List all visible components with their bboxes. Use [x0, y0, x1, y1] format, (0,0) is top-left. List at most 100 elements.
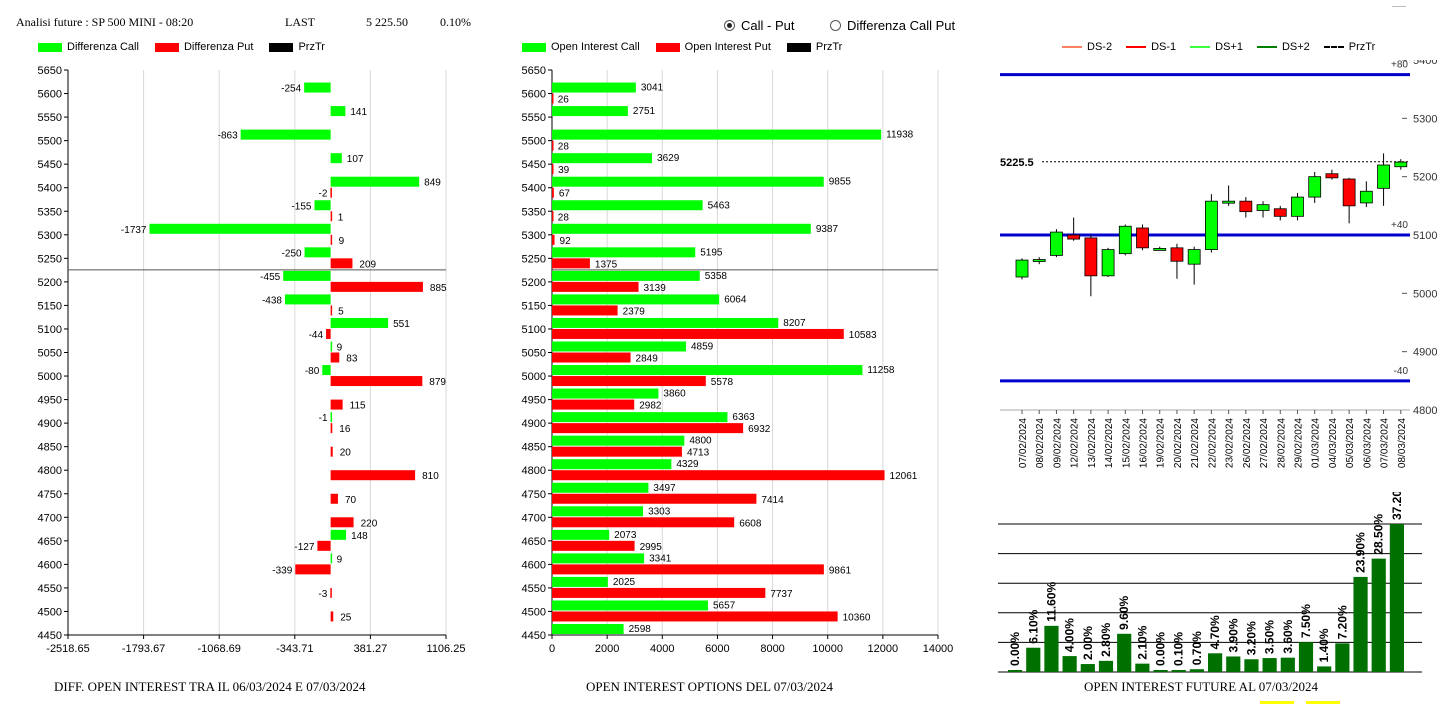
y-tick-label: 4750 — [38, 489, 62, 501]
call-diff-bar — [149, 223, 331, 234]
future-oi-bar — [1098, 660, 1114, 672]
legend-item-call: Open Interest Call — [522, 41, 640, 53]
candle-body — [1170, 247, 1184, 262]
y-tick-label: 5350 — [38, 206, 62, 218]
put-oi-bar — [552, 187, 554, 198]
future-oi-bar — [1353, 576, 1368, 672]
future-oi-bar — [1371, 558, 1386, 672]
legend-item-prz: PrzTr — [269, 41, 325, 53]
candle-body — [1273, 208, 1287, 217]
y-tick-label: 4900 — [522, 418, 546, 430]
put-oi-label: 9861 — [829, 565, 852, 576]
call-oi-bar — [552, 223, 811, 234]
put-oi-bar — [552, 587, 766, 598]
future-oi-bar — [1062, 656, 1077, 672]
call-diff-bar — [330, 176, 420, 187]
put-diff-bar — [330, 611, 334, 622]
put-oi-bar — [552, 493, 757, 504]
x-date-label: 15/02/2024 — [1121, 418, 1132, 468]
future-oi-label: 28.50% — [1372, 514, 1386, 555]
call-oi-label: 3497 — [653, 483, 676, 494]
y-tick-label: 4950 — [38, 395, 62, 407]
call-oi-bar — [552, 341, 686, 352]
radio-call-put[interactable]: Call - Put — [724, 18, 794, 33]
radio-differenza[interactable]: Differenza Call Put — [830, 18, 955, 33]
future-oi-label: 11.60% — [1044, 581, 1058, 621]
call-diff-bar — [330, 529, 347, 540]
call-oi-bar — [552, 365, 863, 376]
call-oi-bar — [552, 129, 882, 140]
put-oi-bar — [552, 399, 635, 410]
y-tick-label: 5000 — [1413, 288, 1437, 300]
put-diff-bar — [295, 564, 331, 575]
legend-diff: Differenza Call Differenza Put PrzTr — [38, 41, 341, 53]
future-oi-label: 2.80% — [1099, 623, 1113, 657]
y-tick-label: 5600 — [38, 89, 62, 101]
legend-swatch-black — [786, 42, 811, 52]
y-tick-label: 5150 — [522, 300, 546, 312]
candle-body — [1342, 178, 1356, 207]
legend-label: DS+2 — [1281, 41, 1310, 53]
call-oi-bar — [552, 388, 659, 399]
future-oi-label: 2.00% — [1081, 626, 1095, 660]
put-diff-bar — [330, 399, 343, 410]
put-diff-bar — [330, 352, 340, 363]
candle-body — [1204, 200, 1218, 250]
legend-item-ds1: DS+1 — [1190, 41, 1243, 53]
future-oi-label: 3.60% — [1281, 619, 1295, 653]
y-tick-label: 5300 — [522, 230, 546, 242]
call-oi-label: 2025 — [613, 577, 636, 588]
future-oi-bar — [1317, 666, 1332, 672]
call-oi-label: 11258 — [867, 365, 895, 376]
y-tick-label: 4550 — [522, 583, 546, 595]
put-oi-bar — [552, 211, 554, 222]
y-tick-label: 4900 — [38, 418, 62, 430]
future-oi-bar-chart: 0.00% 6.10% 11.60% 4.00% 2.00% 2.80% 9.60% 2.10… — [998, 492, 1422, 673]
x-tick-label: 14000 — [923, 643, 954, 655]
legend-swatch-black — [269, 42, 294, 52]
y-tick-label: 4800 — [522, 465, 546, 477]
call-diff-label: 148 — [351, 531, 368, 542]
put-diff-label: 25 — [340, 612, 352, 623]
put-oi-label: 2849 — [636, 354, 659, 365]
put-oi-label: 28 — [558, 142, 570, 153]
put-oi-bar — [552, 140, 554, 151]
call-diff-label: 849 — [424, 178, 441, 189]
x-date-label: 04/03/2024 — [1328, 418, 1339, 468]
call-oi-label: 3860 — [663, 389, 686, 400]
future-oi-bar — [1080, 664, 1095, 672]
future-oi-label: 3.90% — [1226, 618, 1240, 652]
put-diff-label: 885 — [430, 283, 447, 294]
call-diff-label: 9 — [337, 554, 343, 565]
put-diff-label: 810 — [422, 471, 439, 482]
y-tick-label: 4850 — [522, 442, 546, 454]
y-tick-label: 5200 — [38, 277, 62, 289]
x-date-label: 09/02/2024 — [1052, 418, 1063, 468]
candle-body — [1187, 249, 1201, 265]
legend-item-put: Open Interest Put — [655, 41, 771, 53]
legend-oi: Open Interest Call Open Interest Put Prz… — [522, 41, 858, 53]
put-oi-label: 6932 — [748, 424, 771, 435]
legend-label: DS-2 — [1087, 41, 1113, 53]
level-label: +80 — [1391, 60, 1408, 71]
y-tick-label: 4600 — [38, 559, 62, 571]
candle-body — [1394, 161, 1408, 168]
future-oi-bar — [1226, 656, 1241, 672]
y-tick-label: 5100 — [38, 324, 62, 336]
candle-body — [1136, 227, 1149, 249]
call-oi-label: 6363 — [732, 412, 755, 423]
y-tick-label: 5250 — [522, 253, 546, 265]
put-oi-label: 1375 — [595, 259, 618, 270]
call-diff-label: -455 — [260, 272, 280, 283]
put-diff-label: 220 — [361, 518, 378, 529]
minimize-button[interactable] — [1392, 0, 1406, 7]
call-oi-bar — [552, 412, 728, 423]
call-oi-label: 4859 — [691, 342, 714, 353]
put-oi-bar — [552, 611, 838, 622]
future-oi-bar — [1335, 643, 1350, 672]
y-tick-label: 5450 — [38, 159, 62, 171]
x-tick-label: 4000 — [650, 643, 674, 655]
chart-title-diff: DIFF. OPEN INTEREST TRA IL 06/03/2024 E … — [54, 679, 366, 694]
x-date-label: 28/02/2024 — [1276, 418, 1287, 468]
legend-line-darkgreen — [1256, 46, 1277, 48]
